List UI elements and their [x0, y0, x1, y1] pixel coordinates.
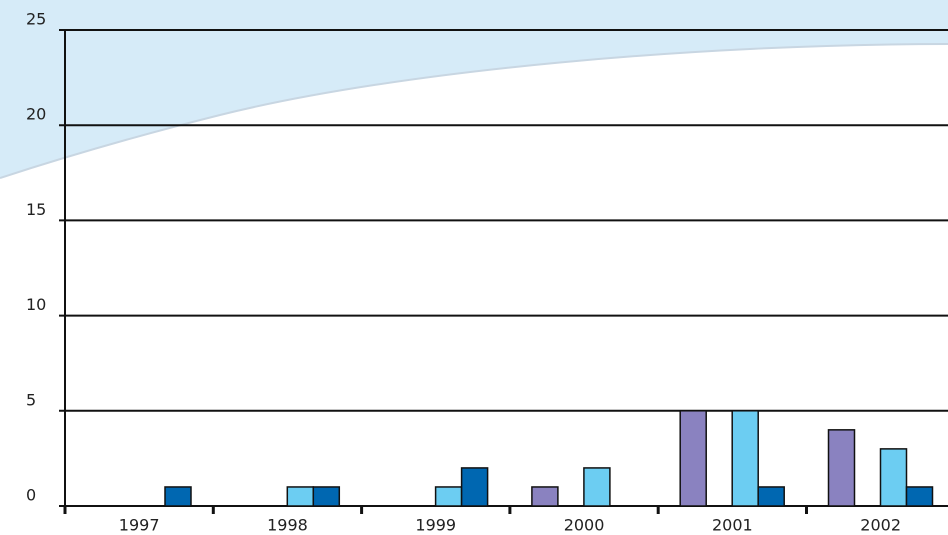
bar — [164, 486, 192, 507]
x-tick-label: 1999 — [415, 516, 456, 535]
y-tick-label: 5 — [26, 390, 36, 409]
x-tick-label: 1997 — [119, 516, 160, 535]
bar — [827, 429, 856, 507]
bar — [757, 486, 785, 507]
bar — [286, 486, 315, 507]
x-tick-label: 2002 — [860, 516, 901, 535]
bar — [905, 486, 934, 507]
background-swoosh — [0, 0, 948, 178]
y-tick-label: 20 — [26, 105, 46, 124]
bar — [879, 448, 908, 507]
bar — [531, 486, 559, 507]
x-tick-label: 1998 — [267, 516, 308, 535]
bar — [583, 467, 611, 507]
y-tick-label: 0 — [26, 486, 36, 505]
y-tick-label: 25 — [26, 10, 46, 29]
bar — [460, 467, 489, 507]
x-tick-label: 2000 — [564, 516, 605, 535]
y-tick-label: 10 — [26, 295, 46, 314]
bar — [434, 486, 463, 507]
bar — [312, 486, 341, 507]
y-tick-label: 15 — [26, 200, 46, 219]
swoosh-edge — [0, 43, 948, 179]
x-tick-label: 2001 — [712, 516, 753, 535]
bar — [731, 410, 759, 507]
bar — [679, 410, 707, 507]
